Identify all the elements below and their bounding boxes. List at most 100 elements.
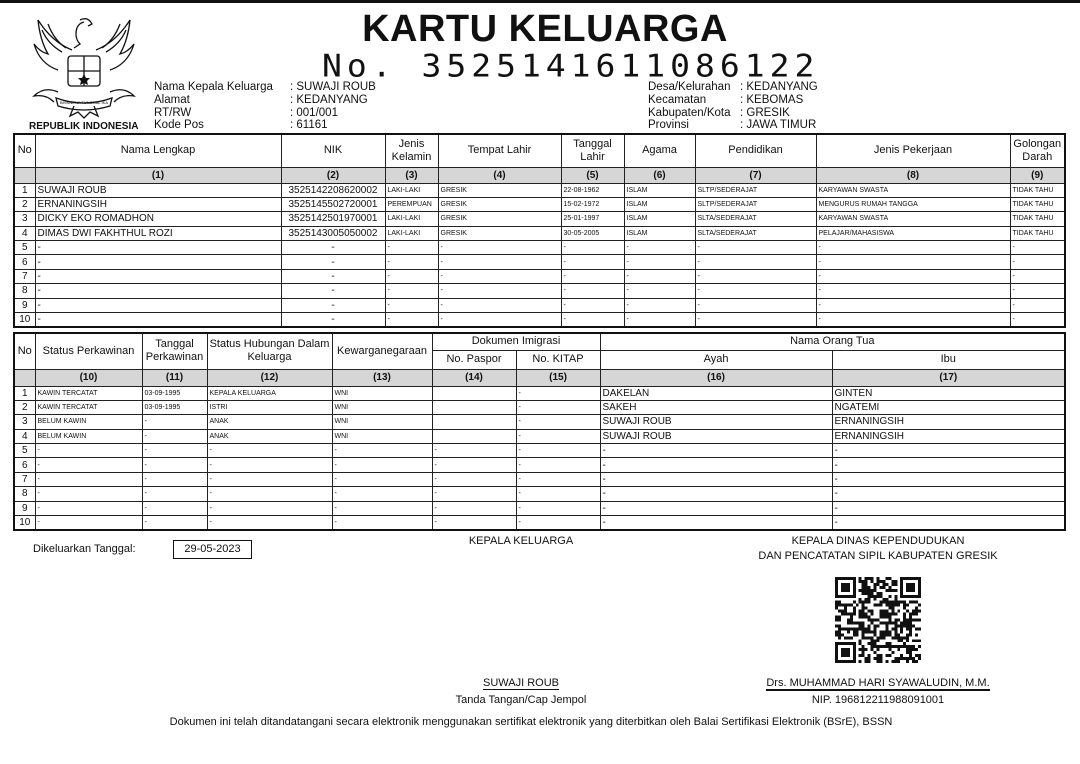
- header-right-values: : KEDANYANG : KEBOMAS : GRESIK : JAWA TI…: [740, 81, 818, 132]
- table-cell: -: [1009, 254, 1066, 270]
- table-cell: WNI: [331, 385, 433, 401]
- value-alamat: : KEDANYANG: [290, 93, 368, 106]
- table-cell: -: [831, 457, 1066, 473]
- table-cell: -: [694, 268, 817, 285]
- header-right-labels: Desa/Kelurahan Kecamatan Kabupaten/Kota …: [648, 81, 731, 132]
- col-header-0: No: [13, 133, 36, 168]
- table-cell: -: [515, 385, 601, 401]
- table-cell: -: [141, 414, 208, 430]
- table-cell: -: [515, 399, 601, 416]
- table-cell: -: [815, 312, 1011, 328]
- table-cell: -: [515, 428, 601, 445]
- table-cell: -: [141, 428, 208, 445]
- official-name: Drs. MUHAMMAD HARI SYAWALUDIN, M.M.: [766, 677, 990, 691]
- table-cell: GRESIK: [437, 211, 562, 227]
- official-nip: NIP. 196812211988091001: [811, 694, 945, 706]
- table-cell: KEPALA KELUARGA: [206, 385, 333, 401]
- table-cell: [431, 414, 517, 430]
- value-provinsi: : JAWA TIMUR: [740, 119, 817, 132]
- table-cell: ISLAM: [623, 196, 696, 213]
- col-header-4: Tempat Lahir: [437, 133, 562, 168]
- table-cell: -: [437, 312, 562, 328]
- table-row: 7--------: [13, 471, 1066, 488]
- table-cell: -: [141, 486, 208, 502]
- table-cell: -: [560, 283, 625, 299]
- table-row: 5--------: [13, 443, 1066, 459]
- emblem-motto: BHINNEKA TUNGGAL IKA: [60, 100, 108, 105]
- table-row: 2 ERNANINGSIH 3525145502720001 PEREMPUAN GRE…: [13, 196, 1066, 213]
- table-cell: -: [623, 240, 696, 256]
- table-cell: -: [141, 443, 208, 459]
- col-number-9: (9): [1009, 166, 1066, 184]
- official-title-line1: KEPALA DINAS KEPENDUDUKAN: [791, 535, 965, 547]
- table-cell: WNI: [331, 399, 433, 416]
- table-cell: TIDAK TAHU: [1009, 196, 1066, 213]
- table-cell: 9: [13, 297, 36, 314]
- table-cell: [431, 428, 517, 445]
- table-cell: DIMAS DWI FAKHTHUL ROZI: [34, 225, 282, 242]
- table-cell: -: [437, 240, 562, 256]
- table-cell: -: [280, 312, 386, 328]
- table-cell: 3: [13, 211, 36, 227]
- table-cell: -: [141, 457, 208, 473]
- table-cell: 5: [13, 443, 36, 459]
- table-cell: -: [515, 457, 601, 473]
- table-cell: 10: [13, 515, 36, 531]
- table-cell: -: [431, 457, 517, 473]
- head-of-family-title: KEPALA KELUARGA: [468, 535, 574, 547]
- table-cell: -: [34, 471, 143, 488]
- table-cell: TIDAK TAHU: [1009, 182, 1066, 198]
- table-row: 2 KAWIN TERCATAT 03-09-1995 ISTRI WNI - SAKEH N…: [13, 399, 1066, 416]
- table-cell: 8: [13, 283, 36, 299]
- table-row: 6--------: [13, 457, 1066, 473]
- electronic-signature-note: Dokumen ini telah ditandatangani secara …: [169, 716, 893, 728]
- table-cell: -: [206, 443, 333, 459]
- table-cell: -: [831, 443, 1066, 459]
- table-cell: 3525142501970001: [280, 211, 386, 227]
- table-cell: 6: [13, 457, 36, 473]
- table-cell: SLTP/SEDERAJAT: [694, 182, 817, 198]
- table-cell: -: [34, 240, 282, 256]
- table-cell: -: [515, 443, 601, 459]
- table-cell: ERNANINGSIH: [831, 414, 1066, 430]
- table-cell: -: [206, 471, 333, 488]
- table-row: 6---------: [13, 254, 1066, 270]
- issued-label: Dikeluarkan Tanggal:: [33, 543, 136, 555]
- label-kecamatan: Kecamatan: [648, 93, 707, 106]
- family-members-table: No Nama Lengkap NIK Jenis Kelamin Tempat Lah…: [13, 133, 1066, 329]
- table-row: 4 DIMAS DWI FAKHTHUL ROZI 3525143005050002…: [13, 225, 1066, 242]
- table-cell: 03-09-1995: [141, 385, 208, 401]
- issued-date: 29-05-2023: [173, 540, 252, 559]
- header-left-values: : SUWAJI ROUB : KEDANYANG : 001/001 : 61…: [290, 81, 376, 132]
- table-cell: PEREMPUAN: [384, 196, 439, 213]
- col-header-3: Jenis Kelamin: [384, 133, 439, 168]
- table-cell: -: [623, 283, 696, 299]
- col-header-status-perkawinan: Status Perkawinan: [34, 332, 143, 370]
- document-title: KARTU KELUARGA: [362, 8, 728, 50]
- table-cell: -: [831, 515, 1066, 531]
- table-cell: -: [331, 500, 433, 517]
- table-cell: -: [815, 283, 1011, 299]
- table-cell: -: [560, 312, 625, 328]
- col-header-ayah: Ayah: [599, 349, 833, 370]
- table-cell: -: [431, 471, 517, 488]
- table-cell: -: [34, 457, 143, 473]
- table-cell: -: [515, 471, 601, 488]
- table-cell: -: [1009, 312, 1066, 328]
- table-cell: -: [1009, 283, 1066, 299]
- table-row: 3 DICKY EKO ROMADHON 3525142501970001 LAKI-…: [13, 211, 1066, 227]
- table-cell: -: [623, 254, 696, 270]
- table-cell: 3525142208620002: [280, 182, 386, 198]
- table-row: 10- - - - - - - -: [13, 515, 1066, 531]
- value-kecamatan: : KEBOMAS: [740, 93, 804, 106]
- table-cell: ISLAM: [623, 211, 696, 227]
- col-header-6: Agama: [623, 133, 696, 168]
- value-rtrw: : 001/001: [290, 106, 338, 119]
- table-cell: SUWAJI ROUB: [34, 182, 282, 198]
- table-cell: -: [694, 297, 817, 314]
- label-nama-kepala: Nama Kepala Keluarga: [154, 81, 273, 93]
- table-row: 4 BELUM KAWIN - ANAK WNI - SUWAJI ROUB ERNANING…: [13, 428, 1066, 445]
- table-cell: -: [623, 297, 696, 314]
- table-cell: -: [694, 312, 817, 328]
- col-number-6: (15): [515, 368, 601, 387]
